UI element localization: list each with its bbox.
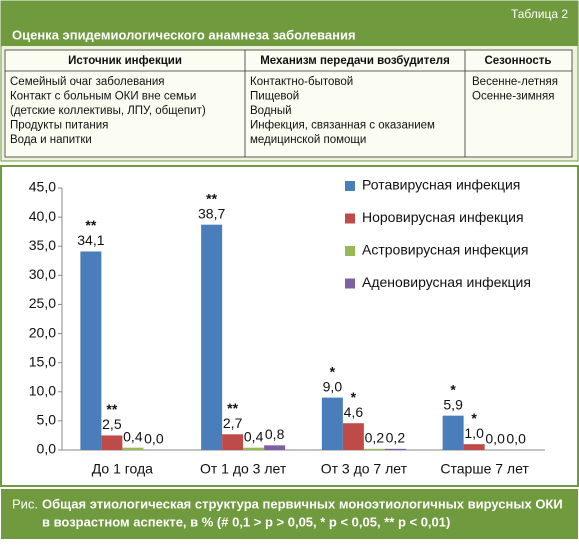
y-tick-label: 25,0 xyxy=(29,295,56,311)
x-tick-label: До 1 года xyxy=(92,461,153,477)
table-cell: медицинской помощи xyxy=(250,134,366,146)
column-header: Источник инфекции xyxy=(68,55,182,67)
bar xyxy=(201,224,223,450)
table-cell: Весенне-летняя xyxy=(472,76,558,88)
table-cell: Водный xyxy=(250,105,292,117)
value-label: 0,2 xyxy=(386,430,406,446)
table-cell: Контактно-бытовой xyxy=(250,76,353,88)
bar xyxy=(363,448,385,450)
legend-label: Норовирусная инфекция xyxy=(362,209,524,225)
column-header: Сезонность xyxy=(484,55,551,67)
value-label: 2,5 xyxy=(102,416,122,432)
y-tick-label: 15,0 xyxy=(29,353,56,369)
table-number: Таблица 2 xyxy=(511,7,568,21)
table-cell: Контакт с больным ОКИ вне семьи xyxy=(10,91,196,103)
legend-label: Астровирусная инфекция xyxy=(362,242,528,258)
y-tick-label: 0,0 xyxy=(37,441,57,457)
caption-text: Общая этиологическая структура первичных… xyxy=(42,496,563,511)
value-label: 0,0 xyxy=(506,431,526,447)
value-label: 34,1 xyxy=(77,232,104,248)
x-tick-label: От 3 до 7 лет xyxy=(321,461,408,477)
value-label: 9,0 xyxy=(323,378,343,394)
y-tick-label: 40,0 xyxy=(29,208,56,224)
significance-marker: * xyxy=(330,363,336,379)
significance-marker: ** xyxy=(106,401,117,417)
legend-label: Ротавирусная инфекция xyxy=(362,177,520,193)
value-label: 0,8 xyxy=(265,426,285,442)
table-grid xyxy=(4,49,573,158)
x-tick-label: От 1 до 3 лет xyxy=(200,461,287,477)
bar xyxy=(264,445,286,450)
y-tick-label: 10,0 xyxy=(29,382,56,398)
table-cell: Осенне-зимняя xyxy=(472,91,554,103)
legend-swatch xyxy=(345,181,355,191)
table-cell: Вода и напитки xyxy=(10,134,92,146)
table-cell: Семейный очаг заболевания xyxy=(10,76,164,88)
table-title: Оценка эпидемиологического анамнеза забо… xyxy=(12,27,356,42)
bar xyxy=(243,447,265,450)
value-label: 0,2 xyxy=(365,430,385,446)
value-label: 0,0 xyxy=(485,431,505,447)
x-tick-label: Старше 7 лет xyxy=(440,461,529,477)
value-label: 1,0 xyxy=(464,425,484,441)
significance-marker: * xyxy=(351,389,357,405)
bar xyxy=(122,447,144,450)
y-tick-label: 5,0 xyxy=(37,412,57,428)
column-header: Механизм передачи возбудителя xyxy=(260,55,450,67)
significance-marker: * xyxy=(450,381,456,397)
bar xyxy=(342,423,364,450)
caption-band xyxy=(1,489,578,539)
table-cell: Продукты питания xyxy=(10,120,108,132)
value-label: 2,7 xyxy=(223,415,243,431)
table-cell: Инфекция, связанная с оказанием xyxy=(250,120,435,132)
bar xyxy=(442,415,464,450)
value-label: 0,4 xyxy=(244,428,264,444)
bar xyxy=(222,434,244,450)
value-label: 0,4 xyxy=(123,428,143,444)
legend-swatch xyxy=(345,278,355,289)
value-label: 4,6 xyxy=(344,404,364,420)
bar xyxy=(321,397,343,450)
significance-marker: * xyxy=(471,410,477,426)
bar xyxy=(384,448,406,450)
value-label: 38,7 xyxy=(198,205,225,221)
table-header-band xyxy=(1,1,578,46)
bar xyxy=(101,435,123,450)
legend-swatch xyxy=(345,213,355,224)
y-tick-label: 20,0 xyxy=(29,324,56,340)
table-cell: Пищевой xyxy=(250,91,299,103)
caption-text: в возрастном аспекте, в % (# 0,1 > p > 0… xyxy=(42,514,450,529)
bar xyxy=(80,251,102,450)
table-cell: (детские коллективы, ЛПУ, общепит) xyxy=(10,105,206,117)
significance-marker: ** xyxy=(227,400,238,416)
bar xyxy=(463,444,485,450)
significance-marker: ** xyxy=(206,190,217,206)
legend-label: Аденовирусная инфекция xyxy=(362,274,531,290)
y-tick-label: 45,0 xyxy=(29,179,56,195)
significance-marker: ** xyxy=(85,217,96,233)
legend-swatch xyxy=(345,246,355,256)
y-tick-label: 35,0 xyxy=(29,237,56,253)
y-tick-label: 30,0 xyxy=(29,266,56,282)
value-label: 5,9 xyxy=(443,396,463,412)
caption-label: Рис. xyxy=(12,496,38,511)
value-label: 0,0 xyxy=(144,431,164,447)
